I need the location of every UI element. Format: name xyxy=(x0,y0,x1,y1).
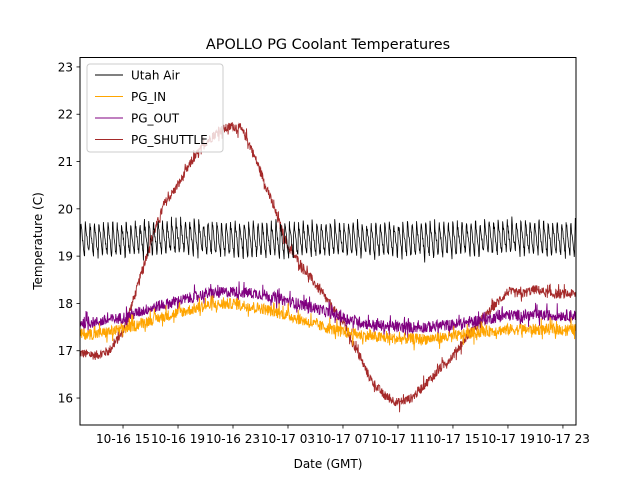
x-tick-label: 10-17 23 xyxy=(536,432,590,446)
y-tick-label: 23 xyxy=(58,60,73,74)
x-tick-label: 10-17 03 xyxy=(261,432,315,446)
series-line-utah-air xyxy=(80,216,576,263)
series-line-pg-in xyxy=(80,295,576,351)
x-tick-label: 10-16 15 xyxy=(96,432,150,446)
x-axis: 10-16 15 10-16 19 10-16 23 10-17 03 10-17 07… xyxy=(96,425,590,446)
series-layer xyxy=(80,122,576,413)
x-axis-label: Date (GMT) xyxy=(294,457,363,471)
y-tick-label: 18 xyxy=(58,297,73,311)
x-tick-label: 10-17 11 xyxy=(371,432,425,446)
y-tick-label: 17 xyxy=(58,344,73,358)
chart-title: APOLLO PG Coolant Temperatures xyxy=(206,37,450,53)
legend-label: PG_IN xyxy=(131,90,166,104)
y-axis-label: Temperature (C) xyxy=(31,192,45,291)
x-tick-label: 10-17 07 xyxy=(316,432,370,446)
legend: Utah Air PG_IN PG_OUT PG_SHUTTLE xyxy=(86,63,224,153)
y-tick-label: 21 xyxy=(58,155,73,169)
legend-label: Utah Air xyxy=(131,69,180,83)
series-line-pg-out xyxy=(80,281,576,340)
series-line-pg-shuttle xyxy=(80,122,576,413)
legend-box xyxy=(86,63,224,153)
x-tick-label: 10-17 19 xyxy=(481,432,535,446)
legend-label: PG_SHUTTLE xyxy=(131,133,208,147)
y-tick-label: 19 xyxy=(58,250,73,264)
plot-frame xyxy=(79,57,577,426)
y-axis: 16 17 18 19 20 21 22 23 xyxy=(58,60,80,406)
x-tick-label: 10-17 15 xyxy=(426,432,480,446)
y-tick-label: 22 xyxy=(58,108,73,122)
x-tick-label: 10-16 23 xyxy=(206,432,260,446)
x-tick-label: 10-16 19 xyxy=(151,432,205,446)
y-tick-label: 20 xyxy=(58,202,73,216)
y-tick-label: 16 xyxy=(58,392,73,406)
legend-label: PG_OUT xyxy=(131,112,180,126)
